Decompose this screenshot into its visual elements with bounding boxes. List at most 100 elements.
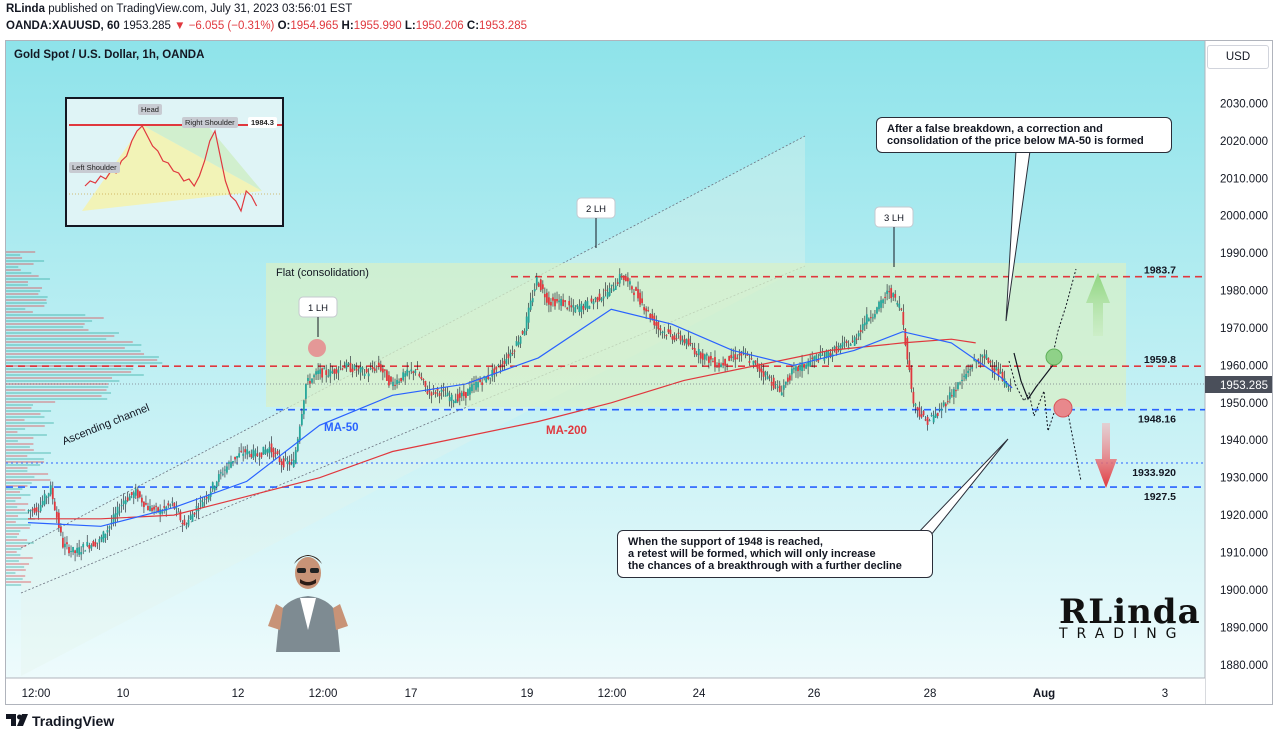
lh1-circle [308, 339, 326, 357]
candle-body [211, 482, 214, 490]
candle-body [193, 512, 196, 515]
candle-body [298, 426, 301, 440]
candle-body [906, 338, 909, 360]
candle-body [957, 382, 959, 389]
time-tick: 12:00 [22, 688, 51, 700]
volume-bar [6, 305, 45, 307]
ma200-label: MA-200 [546, 425, 587, 437]
candle-body [955, 390, 957, 392]
candle-body [872, 317, 874, 319]
volume-bar [6, 488, 23, 490]
lh3-label: 3 LH [884, 213, 904, 224]
publisher-name: RLinda [6, 3, 45, 15]
candle-body [566, 307, 569, 309]
price-tick: 2010.000 [1220, 173, 1268, 185]
candle-body [361, 367, 364, 370]
candle-body [791, 368, 793, 375]
person-hair [294, 555, 322, 564]
candle-body [574, 307, 577, 313]
candle-body [922, 411, 925, 416]
price-chart[interactable]: Flat (consolidation) Ascending channel 1… [6, 41, 1273, 705]
candle-body [829, 352, 832, 357]
volume-bar [6, 518, 36, 520]
time-tick: 12:00 [598, 688, 627, 700]
candle-body [930, 415, 933, 417]
candle-body [347, 363, 350, 366]
candle-body [695, 353, 698, 355]
candle-body [604, 289, 607, 291]
volume-bar [6, 284, 28, 286]
candle-body [683, 338, 686, 344]
candle-body [177, 511, 180, 513]
candle-body [88, 545, 91, 549]
volume-bar [6, 530, 21, 532]
volume-bar [6, 281, 28, 283]
candle-body [353, 365, 356, 370]
candle-body [884, 296, 886, 298]
candle-body [865, 314, 868, 325]
low-value: 1950.206 [415, 20, 464, 32]
candle-body [870, 317, 872, 319]
candle-body [718, 362, 720, 368]
volume-bar [6, 473, 49, 475]
candle-body [236, 455, 238, 459]
candle-body [946, 401, 949, 403]
candle-body [851, 340, 854, 342]
volume-bar [6, 422, 54, 424]
candle-body [1001, 371, 1004, 381]
candle-body [546, 292, 548, 303]
inset-left-shoulder-label: Left Shoulder [69, 162, 120, 173]
level-label: 1983.7 [1144, 265, 1176, 277]
candle-body [242, 453, 245, 456]
candle-body [699, 352, 702, 359]
volume-bar [6, 371, 132, 373]
volume-bar [6, 521, 16, 523]
lh1-marker: 1 LH [298, 296, 338, 357]
candle-body [321, 368, 324, 378]
currency-button[interactable]: USD [1207, 45, 1269, 69]
volume-bar [6, 275, 39, 277]
candle-body [92, 541, 95, 547]
time-axis[interactable]: 12:00 10 12 12:00 17 19 12:00 24 26 28 Aug 3 [22, 688, 1169, 700]
candle-body [647, 310, 650, 312]
candle-body [116, 506, 119, 515]
price-axis[interactable]: 2030.000 2020.000 2010.000 2000.000 1990.000… [1220, 98, 1268, 671]
volume-bar [6, 338, 107, 340]
volume-bar [6, 266, 19, 268]
candle-body [752, 360, 755, 365]
candle-body [892, 292, 895, 297]
candle-body [898, 303, 901, 308]
volume-bar [6, 428, 26, 430]
volume-bar [6, 536, 18, 538]
candle-body [189, 515, 192, 520]
candle-body [465, 392, 467, 398]
volume-bar [6, 494, 31, 496]
candle-body [762, 371, 765, 377]
candle-body [861, 324, 864, 330]
publish-info: RLinda published on TradingView.com, Jul… [6, 3, 352, 15]
candle-body [722, 362, 724, 366]
candle-body [896, 302, 899, 305]
candle-body [450, 394, 453, 401]
volume-bar [6, 344, 142, 346]
footer-brand[interactable]: TradingView [6, 713, 114, 729]
candle-body [134, 488, 137, 496]
candle-body [268, 447, 271, 454]
candle-body [594, 297, 597, 300]
candle-body [199, 500, 202, 502]
candle-body [965, 373, 967, 379]
candle-body [934, 413, 937, 418]
chart-frame[interactable]: Flat (consolidation) Ascending channel 1… [5, 40, 1273, 705]
symbol-label: OANDA:XAUUSD, 60 [6, 20, 120, 32]
volume-bar [6, 350, 141, 352]
candle-body [313, 375, 315, 378]
volume-bar [6, 542, 34, 544]
candle-body [454, 399, 457, 404]
candle-body [311, 378, 313, 383]
candle-body [902, 311, 905, 325]
candle-body [863, 322, 866, 326]
candle-body [136, 489, 139, 499]
candle-body [335, 368, 338, 374]
candle-body [288, 462, 291, 465]
candle-body [505, 359, 508, 364]
